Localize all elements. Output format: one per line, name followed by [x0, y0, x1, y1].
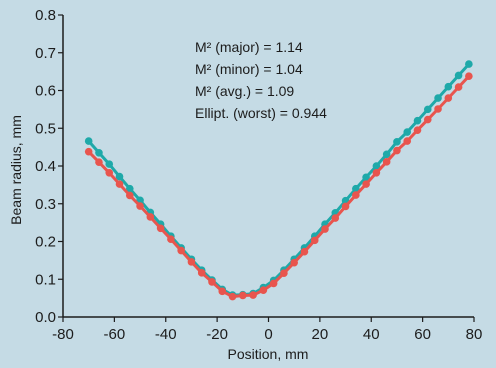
- data-point: [372, 168, 381, 177]
- data-point: [382, 158, 391, 166]
- data-point: [352, 191, 360, 199]
- annotation-line: Ellipt. (worst) = 0.944: [195, 105, 327, 121]
- data-point: [352, 184, 360, 193]
- data-point: [290, 258, 298, 267]
- x-axis-label: Position, mm: [228, 346, 309, 362]
- y-tick-label: 0.3: [35, 196, 56, 213]
- data-point: [136, 202, 144, 210]
- data-point: [115, 180, 124, 188]
- data-point: [321, 225, 329, 233]
- data-point: [105, 160, 114, 168]
- data-point: [300, 247, 309, 256]
- x-ticks: -80 -60 -40 -20 0 20 40 60 80: [52, 317, 482, 343]
- data-point: [208, 278, 216, 286]
- data-point: [403, 128, 412, 136]
- series-layer: [84, 60, 473, 301]
- data-point: [393, 146, 401, 155]
- data-point: [465, 72, 473, 80]
- y-axis-label: Beam radius, mm: [8, 115, 24, 225]
- annotation-line: M² (minor) = 1.04: [195, 61, 303, 77]
- y-ticks: 0.0 0.1 0.2 0.3 0.4 0.5 0.6 0.7 0.8: [35, 7, 63, 326]
- data-point: [454, 83, 463, 91]
- data-point: [249, 291, 257, 299]
- x-tick-label: 40: [363, 326, 380, 343]
- data-point: [362, 180, 370, 188]
- x-tick-label: -80: [52, 326, 74, 343]
- y-tick-label: 0.8: [35, 7, 56, 24]
- data-point: [269, 279, 278, 288]
- y-tick-label: 0.2: [35, 234, 56, 251]
- x-tick-label: 80: [466, 326, 483, 343]
- data-point: [95, 148, 103, 157]
- data-point: [434, 94, 442, 102]
- data-point: [413, 126, 422, 134]
- x-tick-label: 0: [264, 326, 272, 343]
- y-tick-label: 0.5: [35, 120, 56, 137]
- x-tick-label: -40: [155, 326, 177, 343]
- data-point: [444, 82, 453, 91]
- data-point: [259, 286, 268, 294]
- data-point: [146, 213, 155, 221]
- data-point: [228, 292, 237, 301]
- data-point: [156, 224, 165, 233]
- y-tick-label: 0.4: [35, 158, 56, 175]
- y-tick-label: 0.6: [35, 83, 56, 100]
- data-point: [310, 236, 319, 245]
- data-point: [423, 105, 432, 114]
- x-tick-label: -20: [206, 326, 228, 343]
- data-point: [413, 116, 422, 125]
- data-point: [105, 168, 114, 177]
- data-point: [362, 173, 370, 182]
- annotation-line: M² (avg.) = 1.09: [195, 83, 294, 99]
- data-point: [167, 235, 175, 244]
- y-tick-label: 0.0: [35, 309, 56, 326]
- x-tick-label: -60: [104, 326, 126, 343]
- data-point: [187, 258, 196, 266]
- data-point: [115, 172, 124, 181]
- data-point: [372, 162, 381, 170]
- data-point: [341, 202, 350, 211]
- data-point: [239, 291, 247, 300]
- data-point: [280, 269, 288, 278]
- data-point: [465, 60, 473, 68]
- data-point: [393, 138, 401, 146]
- x-tick-label: 20: [312, 326, 329, 343]
- x-tick-label: 60: [414, 326, 431, 343]
- data-point: [125, 184, 134, 193]
- data-point: [177, 246, 185, 255]
- data-point: [423, 115, 432, 124]
- data-point: [84, 137, 93, 145]
- data-point: [95, 158, 103, 167]
- data-point: [382, 150, 391, 159]
- data-point: [444, 94, 453, 102]
- data-point: [331, 214, 340, 222]
- annotation-line: M² (major) = 1.14: [195, 39, 303, 55]
- data-point: [125, 191, 134, 200]
- data-point: [218, 287, 227, 296]
- data-point: [403, 137, 412, 145]
- y-tick-label: 0.7: [35, 45, 56, 62]
- data-point: [84, 147, 93, 156]
- annotations: M² (major) = 1.14 M² (minor) = 1.04 M² (av…: [195, 39, 327, 121]
- data-point: [434, 105, 442, 113]
- data-point: [197, 269, 206, 277]
- data-point: [454, 71, 463, 80]
- y-tick-label: 0.1: [35, 271, 56, 288]
